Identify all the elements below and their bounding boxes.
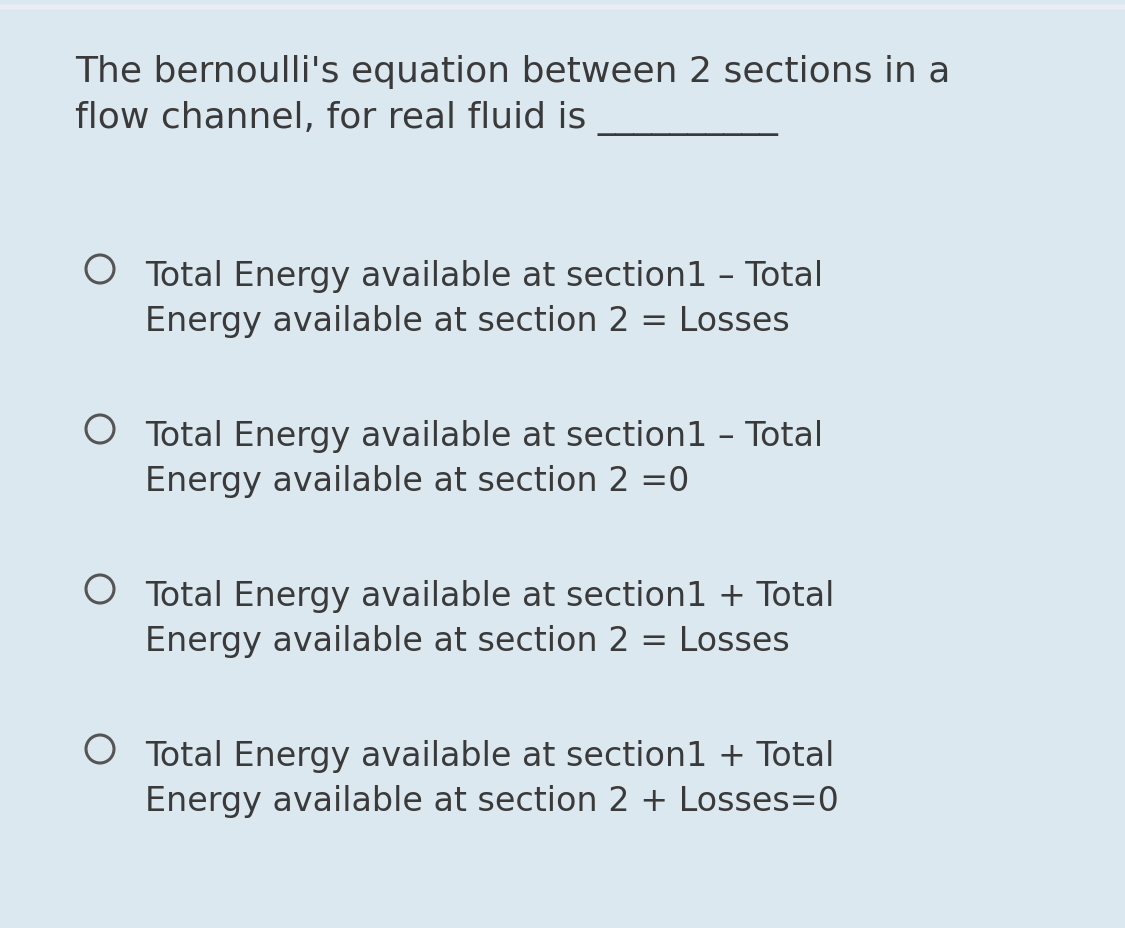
Text: Total Energy available at section1 – Total
Energy available at section 2 =0: Total Energy available at section1 – Tot… <box>145 419 824 497</box>
Text: The bernoulli's equation between 2 sections in a
flow channel, for real fluid is: The bernoulli's equation between 2 secti… <box>75 55 951 136</box>
Circle shape <box>86 735 114 763</box>
Text: Total Energy available at section1 – Total
Energy available at section 2 = Losse: Total Energy available at section1 – Tot… <box>145 260 824 338</box>
Circle shape <box>86 416 114 444</box>
Circle shape <box>86 575 114 603</box>
Circle shape <box>86 256 114 284</box>
Text: Total Energy available at section1 + Total
Energy available at section 2 + Losse: Total Energy available at section1 + Tot… <box>145 740 839 817</box>
Text: Total Energy available at section1 + Total
Energy available at section 2 = Losse: Total Energy available at section1 + Tot… <box>145 579 835 657</box>
